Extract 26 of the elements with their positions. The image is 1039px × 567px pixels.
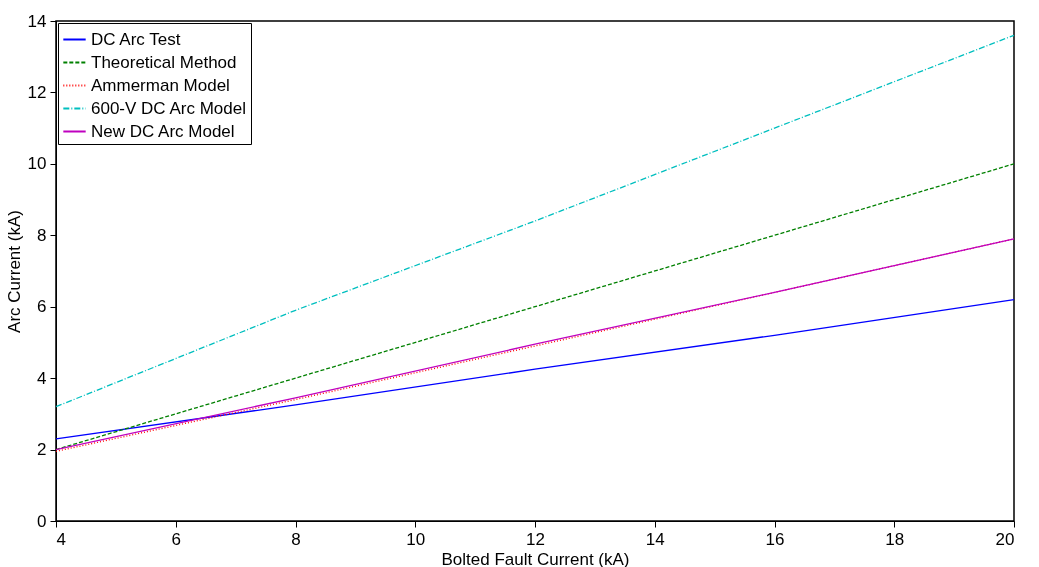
y-tick-label: 12 bbox=[27, 82, 47, 102]
y-tick-label: 4 bbox=[37, 368, 47, 388]
y-tick-label: 10 bbox=[27, 154, 47, 174]
y-axis-title: Arc Current (kA) bbox=[4, 210, 24, 333]
y-tick-label: 0 bbox=[37, 511, 47, 531]
x-tick-label: 8 bbox=[291, 529, 301, 549]
line-series bbox=[55, 298, 1015, 440]
x-tick-label: 18 bbox=[885, 529, 905, 549]
y-tick-label: 8 bbox=[37, 225, 47, 245]
y-tick-label: 14 bbox=[27, 11, 47, 31]
line-series bbox=[55, 34, 1015, 408]
x-tick-label: 6 bbox=[171, 529, 181, 549]
x-tick-label: 10 bbox=[406, 529, 426, 549]
x-tick-label: 12 bbox=[526, 529, 545, 549]
y-tick-label: 2 bbox=[37, 440, 47, 460]
legend-label: Theoretical Method bbox=[91, 52, 237, 72]
y-tick-label: 6 bbox=[37, 297, 47, 317]
x-tick-label: 4 bbox=[56, 529, 66, 549]
x-tick-label: 14 bbox=[645, 529, 665, 549]
legend-label: DC Arc Test bbox=[91, 29, 181, 49]
x-tick-label: 16 bbox=[765, 529, 785, 549]
legend-label: Ammerman Model bbox=[91, 75, 230, 95]
x-tick-label: 20 bbox=[995, 529, 1015, 549]
legend-label: 600-V DC Arc Model bbox=[91, 98, 246, 118]
line-series bbox=[55, 163, 1015, 451]
legend-label: New DC Arc Model bbox=[91, 121, 235, 141]
